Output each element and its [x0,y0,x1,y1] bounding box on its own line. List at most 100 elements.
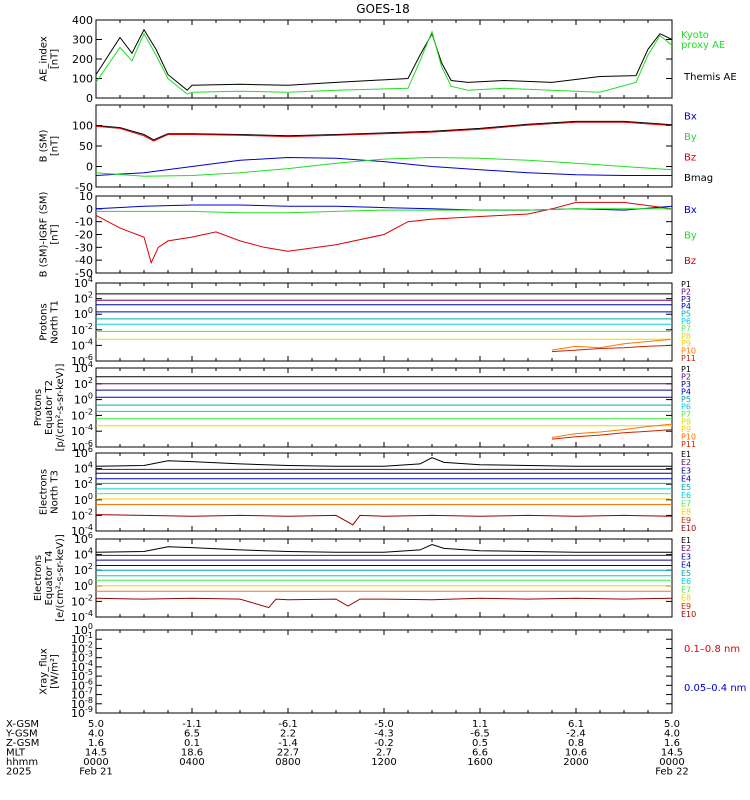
ephemeris-value: 1200 [371,757,396,768]
y-axis-title: [nT] [50,49,61,69]
ephemeris-value: -6.5 [470,729,490,740]
series-line-e4-9 [95,597,673,609]
y-axis-title: [p/(cm²-s-sr-keV)] [55,364,66,452]
legend-label: Bmag [684,173,713,184]
legend-label: P1 [681,280,691,289]
series-line-p2-8 [551,423,673,438]
ephemeris-value: 4.0 [88,729,104,740]
ephemeris-row-label: MLT [6,748,26,759]
y-tick-label: 104 [74,461,93,476]
series-line-bigrf-0 [95,201,673,265]
ephemeris-value: 10.6 [565,748,587,759]
y-axis-title: Electrons [39,469,50,515]
series-line-bigrf-2 [96,208,672,214]
y-tick-label: 10 [79,190,93,203]
y-tick-label: 100 [74,492,93,507]
date-start-label: Feb 21 [79,767,113,778]
legend-label: P11 [681,354,696,363]
legend-label: P1 [681,365,691,374]
panel-frame [95,629,673,714]
series-line-b-1 [95,121,673,142]
y-tick-label: 104 [74,360,93,375]
ephemeris-value: 1.1 [472,719,488,730]
legend-label: E9 [681,516,691,525]
series-line-bigrf-1 [95,204,673,211]
y-tick-label: 0 [86,203,93,216]
y-tick-label: 100 [72,73,93,86]
ephemeris-value: 0800 [275,757,300,768]
y-tick-label: -50 [75,181,93,194]
y-tick-label: 10-2 [71,507,93,522]
ephemeris-value: -4.3 [374,729,394,740]
legend-label: E5 [681,483,691,492]
ephemeris-value: 0400 [179,757,204,768]
ephemeris-value: 5.0 [88,719,104,730]
ephemeris-value: 1.6 [88,738,104,749]
y-tick-label: 0 [86,92,93,105]
y-tick-label: 10-4 [71,423,93,438]
y-tick-label: 104 [74,547,93,562]
ephemeris-value: 6.6 [472,748,488,759]
y-tick-label: 10-2 [71,593,93,608]
series-line-p2-9 [551,429,673,440]
y-tick-label: -40 [75,254,93,267]
legend-label: E3 [681,552,691,561]
y-tick-label: 102 [74,476,93,491]
ephemeris-value: 0.8 [568,738,584,749]
y-tick-label: 100 [74,306,93,321]
y-tick-label: 50 [79,140,93,153]
y-axis-title: [nT] [50,224,61,244]
legend-label: E1 [681,536,691,545]
y-axis-title: Protons [33,389,44,426]
legend-label: P4 [681,388,691,397]
legend-label: E3 [681,466,691,475]
y-tick-label: -50 [75,267,93,280]
legend-label: Bz [684,152,696,163]
y-tick-label: 200 [72,53,93,66]
y-tick-label: 10-2 [71,322,93,337]
legend-label: Bx [684,111,697,122]
ephemeris-value: -1.4 [278,738,298,749]
legend-label: P10 [681,347,696,356]
legend-label: 0.05–0.4 nm [684,683,746,694]
ephemeris-value: 14.5 [661,748,683,759]
legend-label: Themis AE [683,72,737,83]
legend-label: E4 [681,475,691,484]
legend-label: E1 [681,450,691,459]
panel-b: -50 0 50 100 B (SM) [nT] Bx By Bz Bmag [39,104,713,194]
series-line-ae-0 [95,28,673,91]
legend-label: P8 [681,332,691,341]
ephemeris-value: -1.1 [182,719,202,730]
y-axis-title: B (SM)-IGRF (SM) [39,192,50,278]
ephemeris-value: 4.0 [664,729,680,740]
legend-label: P8 [681,418,691,427]
legend-label: Bz [684,256,696,267]
y-tick-label: 10-2 [71,407,93,422]
ephemeris-value: 5.0 [664,719,680,730]
ephemeris-value: 14.5 [85,748,107,759]
y-axis-title: Protons [39,303,50,340]
legend-label: E2 [681,458,691,467]
legend-label: P2 [681,287,691,296]
y-tick-label: 400 [72,14,93,27]
series-line-ae-1 [95,30,673,95]
legend-label: E4 [681,561,691,570]
y-axis-title: Electrons [33,555,44,601]
legend-label: P6 [681,317,691,326]
ephemeris-value: -0.2 [374,738,394,749]
legend-label: E10 [681,610,696,619]
legend-label: E10 [681,524,696,533]
legend-label: E7 [681,499,691,508]
y-tick-label: 0 [86,161,93,174]
panel-frame [95,538,673,618]
y-tick-label: -20 [75,229,93,242]
ephemeris-value: 0000 [83,757,108,768]
legend-label: P10 [681,433,696,442]
ephemeris-value: 1.6 [664,738,680,749]
series-line-b-3 [95,156,673,177]
y-tick-label: 100 [74,578,93,593]
